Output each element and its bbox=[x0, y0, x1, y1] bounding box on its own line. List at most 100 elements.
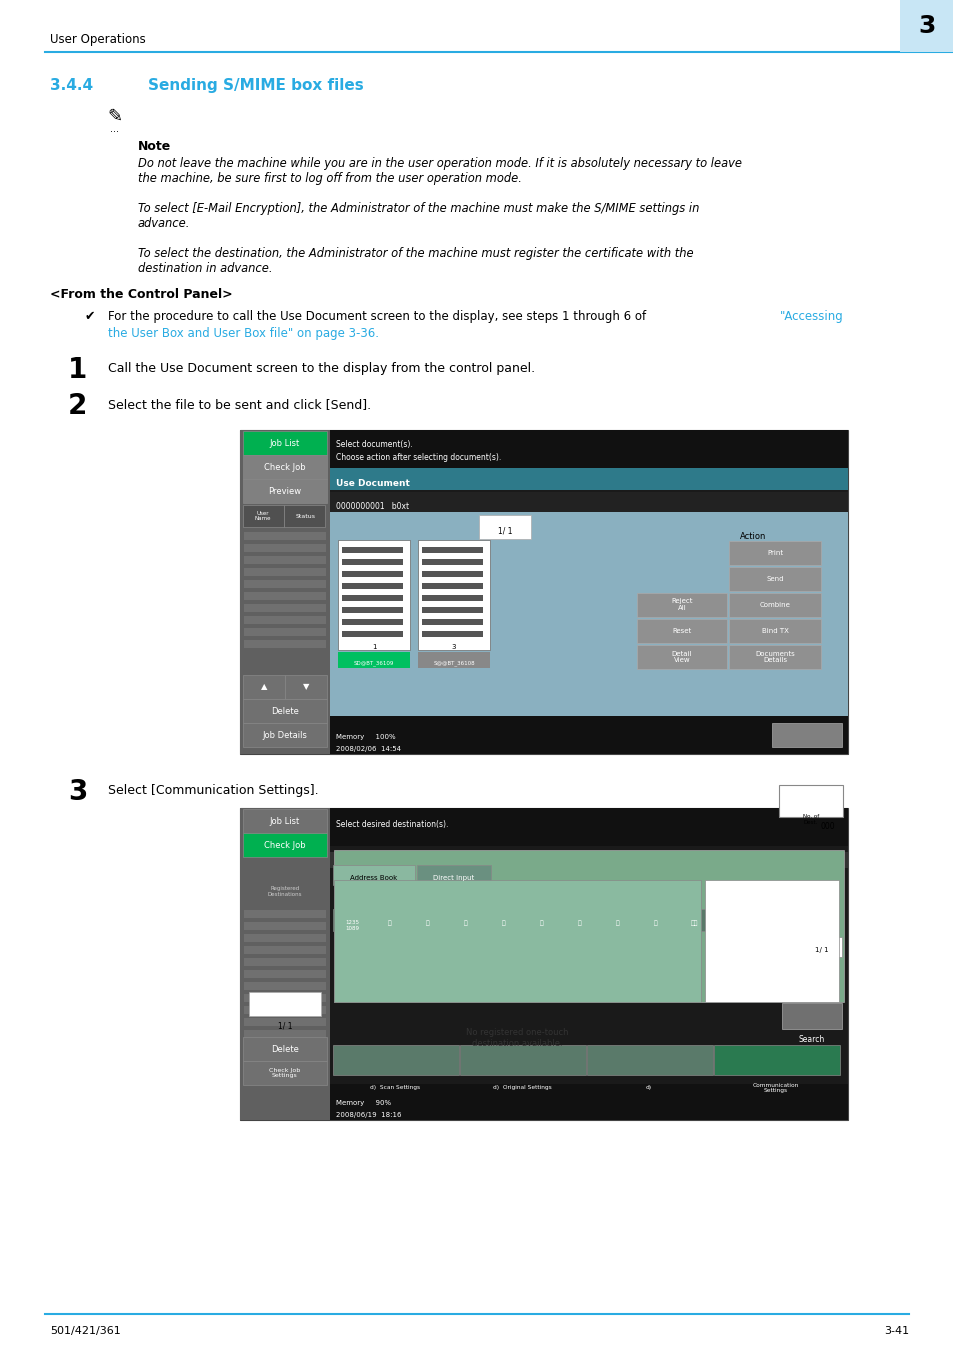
Text: ▼: ▼ bbox=[302, 683, 309, 691]
Bar bbox=[341, 630, 402, 637]
Text: Alphabet: Alphabet bbox=[719, 919, 743, 925]
Bar bbox=[244, 994, 326, 1002]
Text: な: な bbox=[539, 919, 543, 926]
Text: Cancel: Cancel bbox=[793, 757, 819, 767]
Text: Documents
Details: Documents Details bbox=[755, 651, 794, 663]
Bar bbox=[244, 603, 326, 612]
Bar bbox=[244, 628, 326, 636]
Text: Sending S/MIME box files: Sending S/MIME box files bbox=[148, 78, 363, 93]
Bar bbox=[330, 1084, 847, 1120]
FancyBboxPatch shape bbox=[637, 909, 675, 931]
Bar bbox=[330, 852, 847, 868]
Text: Registered
Destinations: Registered Destinations bbox=[268, 886, 302, 896]
Text: User Operations: User Operations bbox=[50, 34, 146, 46]
Text: Choose action after selecting document(s).: Choose action after selecting document(s… bbox=[335, 454, 500, 462]
Text: To select [E-Mail Encryption], the Administrator of the machine must make the S/: To select [E-Mail Encryption], the Admin… bbox=[138, 202, 699, 215]
Bar bbox=[421, 620, 482, 625]
Text: No. of
Dest.: No. of Dest. bbox=[802, 814, 819, 825]
Text: Preview: Preview bbox=[268, 486, 301, 495]
FancyBboxPatch shape bbox=[243, 724, 327, 747]
Text: Use Document: Use Document bbox=[335, 479, 410, 487]
FancyBboxPatch shape bbox=[522, 909, 560, 931]
Text: や: や bbox=[654, 919, 658, 926]
Text: S@@BT_36108: S@@BT_36108 bbox=[433, 660, 475, 666]
Bar bbox=[334, 880, 700, 1002]
FancyBboxPatch shape bbox=[728, 593, 821, 617]
Text: Memory     90%: Memory 90% bbox=[335, 1100, 391, 1106]
Text: Reset: Reset bbox=[672, 628, 691, 634]
Bar bbox=[330, 809, 847, 846]
Text: Select desired destination(s).: Select desired destination(s). bbox=[335, 819, 448, 829]
FancyBboxPatch shape bbox=[713, 1045, 840, 1075]
Bar bbox=[244, 1030, 326, 1038]
Bar bbox=[244, 946, 326, 954]
FancyBboxPatch shape bbox=[637, 620, 726, 643]
Text: User
Name: User Name bbox=[254, 510, 271, 521]
FancyBboxPatch shape bbox=[899, 0, 953, 53]
Bar bbox=[341, 559, 402, 566]
Text: d)  Original Settings: d) Original Settings bbox=[492, 1085, 551, 1091]
Bar bbox=[337, 652, 410, 668]
FancyBboxPatch shape bbox=[409, 909, 447, 931]
Text: Select document(s).: Select document(s). bbox=[335, 440, 413, 450]
Text: Select the file to be sent and click [Send].: Select the file to be sent and click [Se… bbox=[108, 398, 371, 410]
Bar bbox=[421, 630, 482, 637]
FancyBboxPatch shape bbox=[285, 675, 327, 699]
Text: あ: あ bbox=[388, 919, 392, 926]
Text: destination in advance.: destination in advance. bbox=[138, 262, 273, 275]
Text: Do not leave the machine while you are in the user operation mode. If it is abso: Do not leave the machine while you are i… bbox=[138, 157, 741, 170]
Bar bbox=[341, 608, 402, 613]
Text: ✎: ✎ bbox=[108, 108, 122, 126]
Text: 1: 1 bbox=[372, 644, 375, 649]
Bar bbox=[244, 922, 326, 930]
FancyBboxPatch shape bbox=[371, 909, 409, 931]
FancyBboxPatch shape bbox=[779, 784, 842, 817]
Text: ...: ... bbox=[111, 124, 119, 134]
FancyBboxPatch shape bbox=[243, 699, 327, 724]
Bar bbox=[244, 593, 326, 599]
Text: advance.: advance. bbox=[138, 217, 191, 230]
FancyBboxPatch shape bbox=[560, 909, 598, 931]
Text: Delete: Delete bbox=[271, 1045, 298, 1053]
Text: Status: Status bbox=[295, 513, 315, 518]
Text: Action: Action bbox=[739, 532, 765, 541]
Bar bbox=[330, 512, 847, 716]
Text: Check Job: Check Job bbox=[264, 841, 306, 849]
FancyBboxPatch shape bbox=[243, 479, 327, 504]
Text: 2008/06/19  18:16: 2008/06/19 18:16 bbox=[335, 1112, 401, 1118]
Bar bbox=[417, 652, 490, 668]
Text: No registered one-touch
destination available.: No registered one-touch destination avai… bbox=[465, 1029, 568, 1048]
Text: 3-41: 3-41 bbox=[882, 1326, 908, 1336]
FancyBboxPatch shape bbox=[728, 567, 821, 591]
Text: SD@BT_36109: SD@BT_36109 bbox=[354, 660, 394, 666]
Text: To select the destination, the Administrator of the machine must register the ce: To select the destination, the Administr… bbox=[138, 247, 693, 261]
Text: は: は bbox=[578, 919, 581, 926]
FancyBboxPatch shape bbox=[781, 1003, 841, 1029]
Text: Select [Communication Settings].: Select [Communication Settings]. bbox=[108, 784, 318, 796]
Text: Job List: Job List bbox=[270, 439, 300, 447]
Text: "Accessing: "Accessing bbox=[780, 310, 842, 323]
Text: Address Book: Address Book bbox=[350, 875, 397, 882]
Text: 3: 3 bbox=[918, 14, 935, 38]
FancyBboxPatch shape bbox=[389, 890, 520, 909]
Text: 3: 3 bbox=[452, 644, 456, 649]
Text: ✔: ✔ bbox=[85, 310, 95, 323]
Bar bbox=[704, 880, 838, 1002]
Text: Memory     100%: Memory 100% bbox=[335, 734, 395, 740]
Text: らわ: らわ bbox=[690, 919, 697, 926]
Text: Combine: Combine bbox=[759, 602, 790, 608]
Bar bbox=[244, 532, 326, 540]
FancyBboxPatch shape bbox=[333, 1045, 458, 1075]
Text: Note: Note bbox=[138, 140, 172, 153]
FancyBboxPatch shape bbox=[637, 593, 726, 617]
Text: 2008/02/06  14:54: 2008/02/06 14:54 bbox=[335, 747, 400, 752]
Bar bbox=[244, 934, 326, 942]
Bar bbox=[244, 1006, 326, 1014]
Bar bbox=[244, 981, 326, 990]
Bar bbox=[244, 958, 326, 967]
Bar bbox=[244, 544, 326, 552]
FancyBboxPatch shape bbox=[243, 675, 285, 699]
FancyBboxPatch shape bbox=[728, 620, 821, 643]
Bar bbox=[244, 640, 326, 648]
Bar bbox=[421, 608, 482, 613]
